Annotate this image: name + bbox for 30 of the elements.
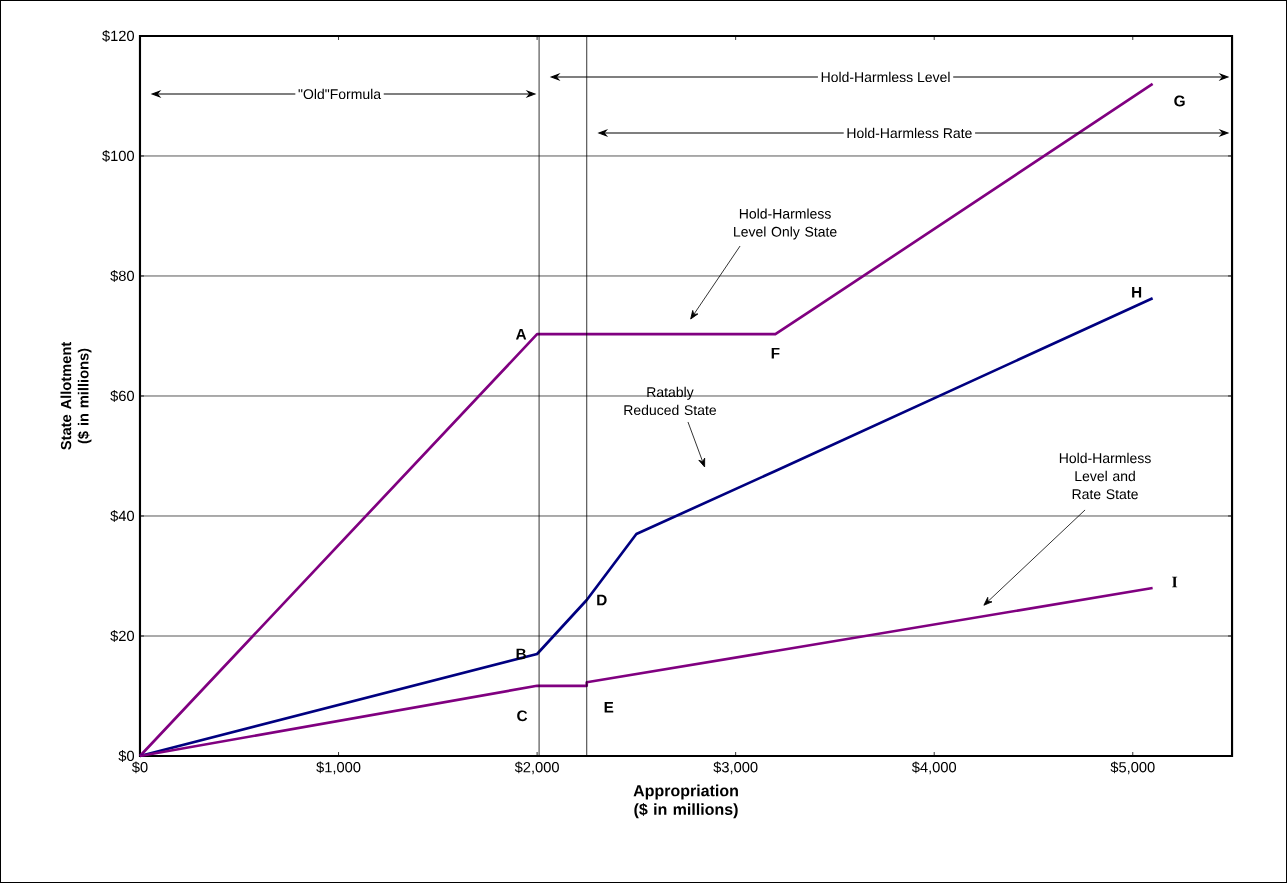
x-tick-label: $2,000	[514, 761, 559, 775]
y-axis-title: State Allotment ($ in millions)	[60, 341, 92, 450]
y-tick-label: $40	[110, 510, 135, 522]
x-tick-label: $3,000	[713, 761, 758, 775]
annotation: E	[604, 701, 614, 713]
y-tick-label: $20	[110, 630, 135, 642]
y-tick-label: $0	[118, 750, 135, 762]
x-tick-label: $4,000	[911, 761, 957, 775]
y-tick-label: $120	[102, 30, 135, 42]
annotation: Hold-Harmless Level Only State	[734, 208, 837, 240]
y-tick-label: $60	[110, 390, 135, 402]
annotation: A	[515, 328, 527, 340]
annotation: C	[517, 710, 528, 722]
annotation: G	[1174, 95, 1185, 107]
x-axis-title: Appropriation ($ in millions)	[633, 784, 738, 819]
annotation: Hold-Harmless Level	[821, 71, 950, 83]
annotation: H	[1132, 286, 1142, 298]
annotation: Hold-Harmless Level and Rate State	[1059, 452, 1151, 500]
y-tick-label: $80	[110, 270, 135, 282]
annotation: Hold-Harmless Rate	[847, 127, 972, 139]
annotation: "Old"Formula	[298, 88, 382, 100]
annotation: F	[771, 347, 780, 359]
annotation: D	[597, 594, 607, 606]
x-tick-label: $1,000	[316, 761, 361, 775]
x-tick-label: $5,000	[1110, 761, 1155, 775]
y-tick-label: $100	[102, 150, 135, 162]
annotation: B	[516, 648, 526, 660]
annotation: Ratably Reduced State	[624, 386, 717, 416]
annotation: I	[1172, 576, 1178, 588]
x-tick-label: $0	[131, 761, 148, 774]
